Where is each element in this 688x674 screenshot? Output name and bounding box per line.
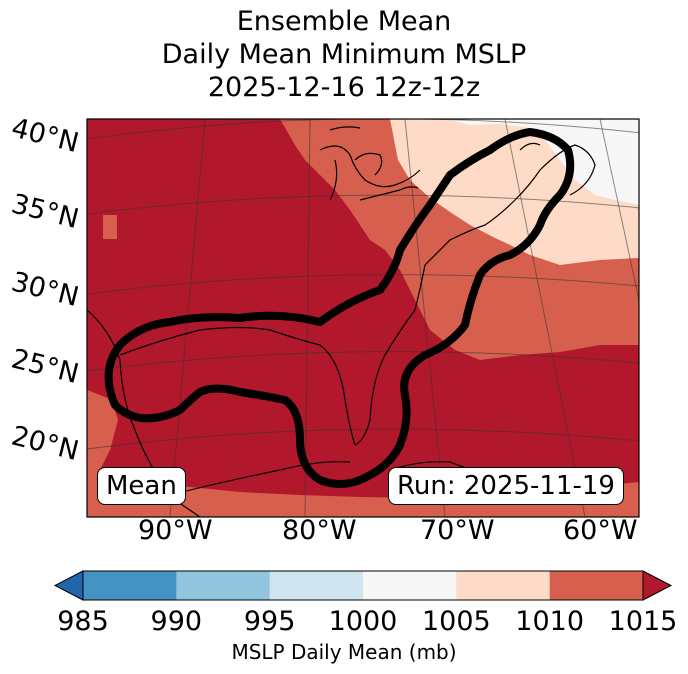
lon-label-90w: 90°W [138,515,213,546]
pressure-band-1005-1010-south [87,470,639,517]
lon-label-80w: 80°W [282,515,357,546]
run-date-label: Run: 2025-11-19 [388,467,624,505]
title-line-3: 2025-12-16 12z-12z [207,72,481,103]
colorbar-label: MSLP Daily Mean (mb) [231,640,457,664]
colorbar-tick-label: 1015 [608,606,678,637]
lon-label-60w: 60°W [563,515,638,546]
lon-label-70w: 70°W [420,515,495,546]
contour-outline [104,128,575,488]
colorbar-tick-label: 1010 [515,606,585,637]
colorbar-tick-label: 990 [150,606,203,637]
colorbar-tick-label: 985 [57,606,109,637]
mean-label: Mean [97,467,186,505]
colorbar-tick-label: 995 [243,606,296,637]
title-line-2: Daily Mean Minimum MSLP [161,39,527,70]
pressure-band-995-1000 [445,119,639,205]
colorbar-tick-label: 1000 [328,606,398,637]
map-panel [86,118,640,518]
pressure-band-1005-1010-west [87,390,118,480]
colorbar-tick-label: 1005 [421,606,491,637]
map-frame [86,118,640,518]
title-line-1: Ensemble Mean [236,6,452,37]
pressure-band-1005-1010-patch [103,215,117,239]
graticule [87,119,639,517]
